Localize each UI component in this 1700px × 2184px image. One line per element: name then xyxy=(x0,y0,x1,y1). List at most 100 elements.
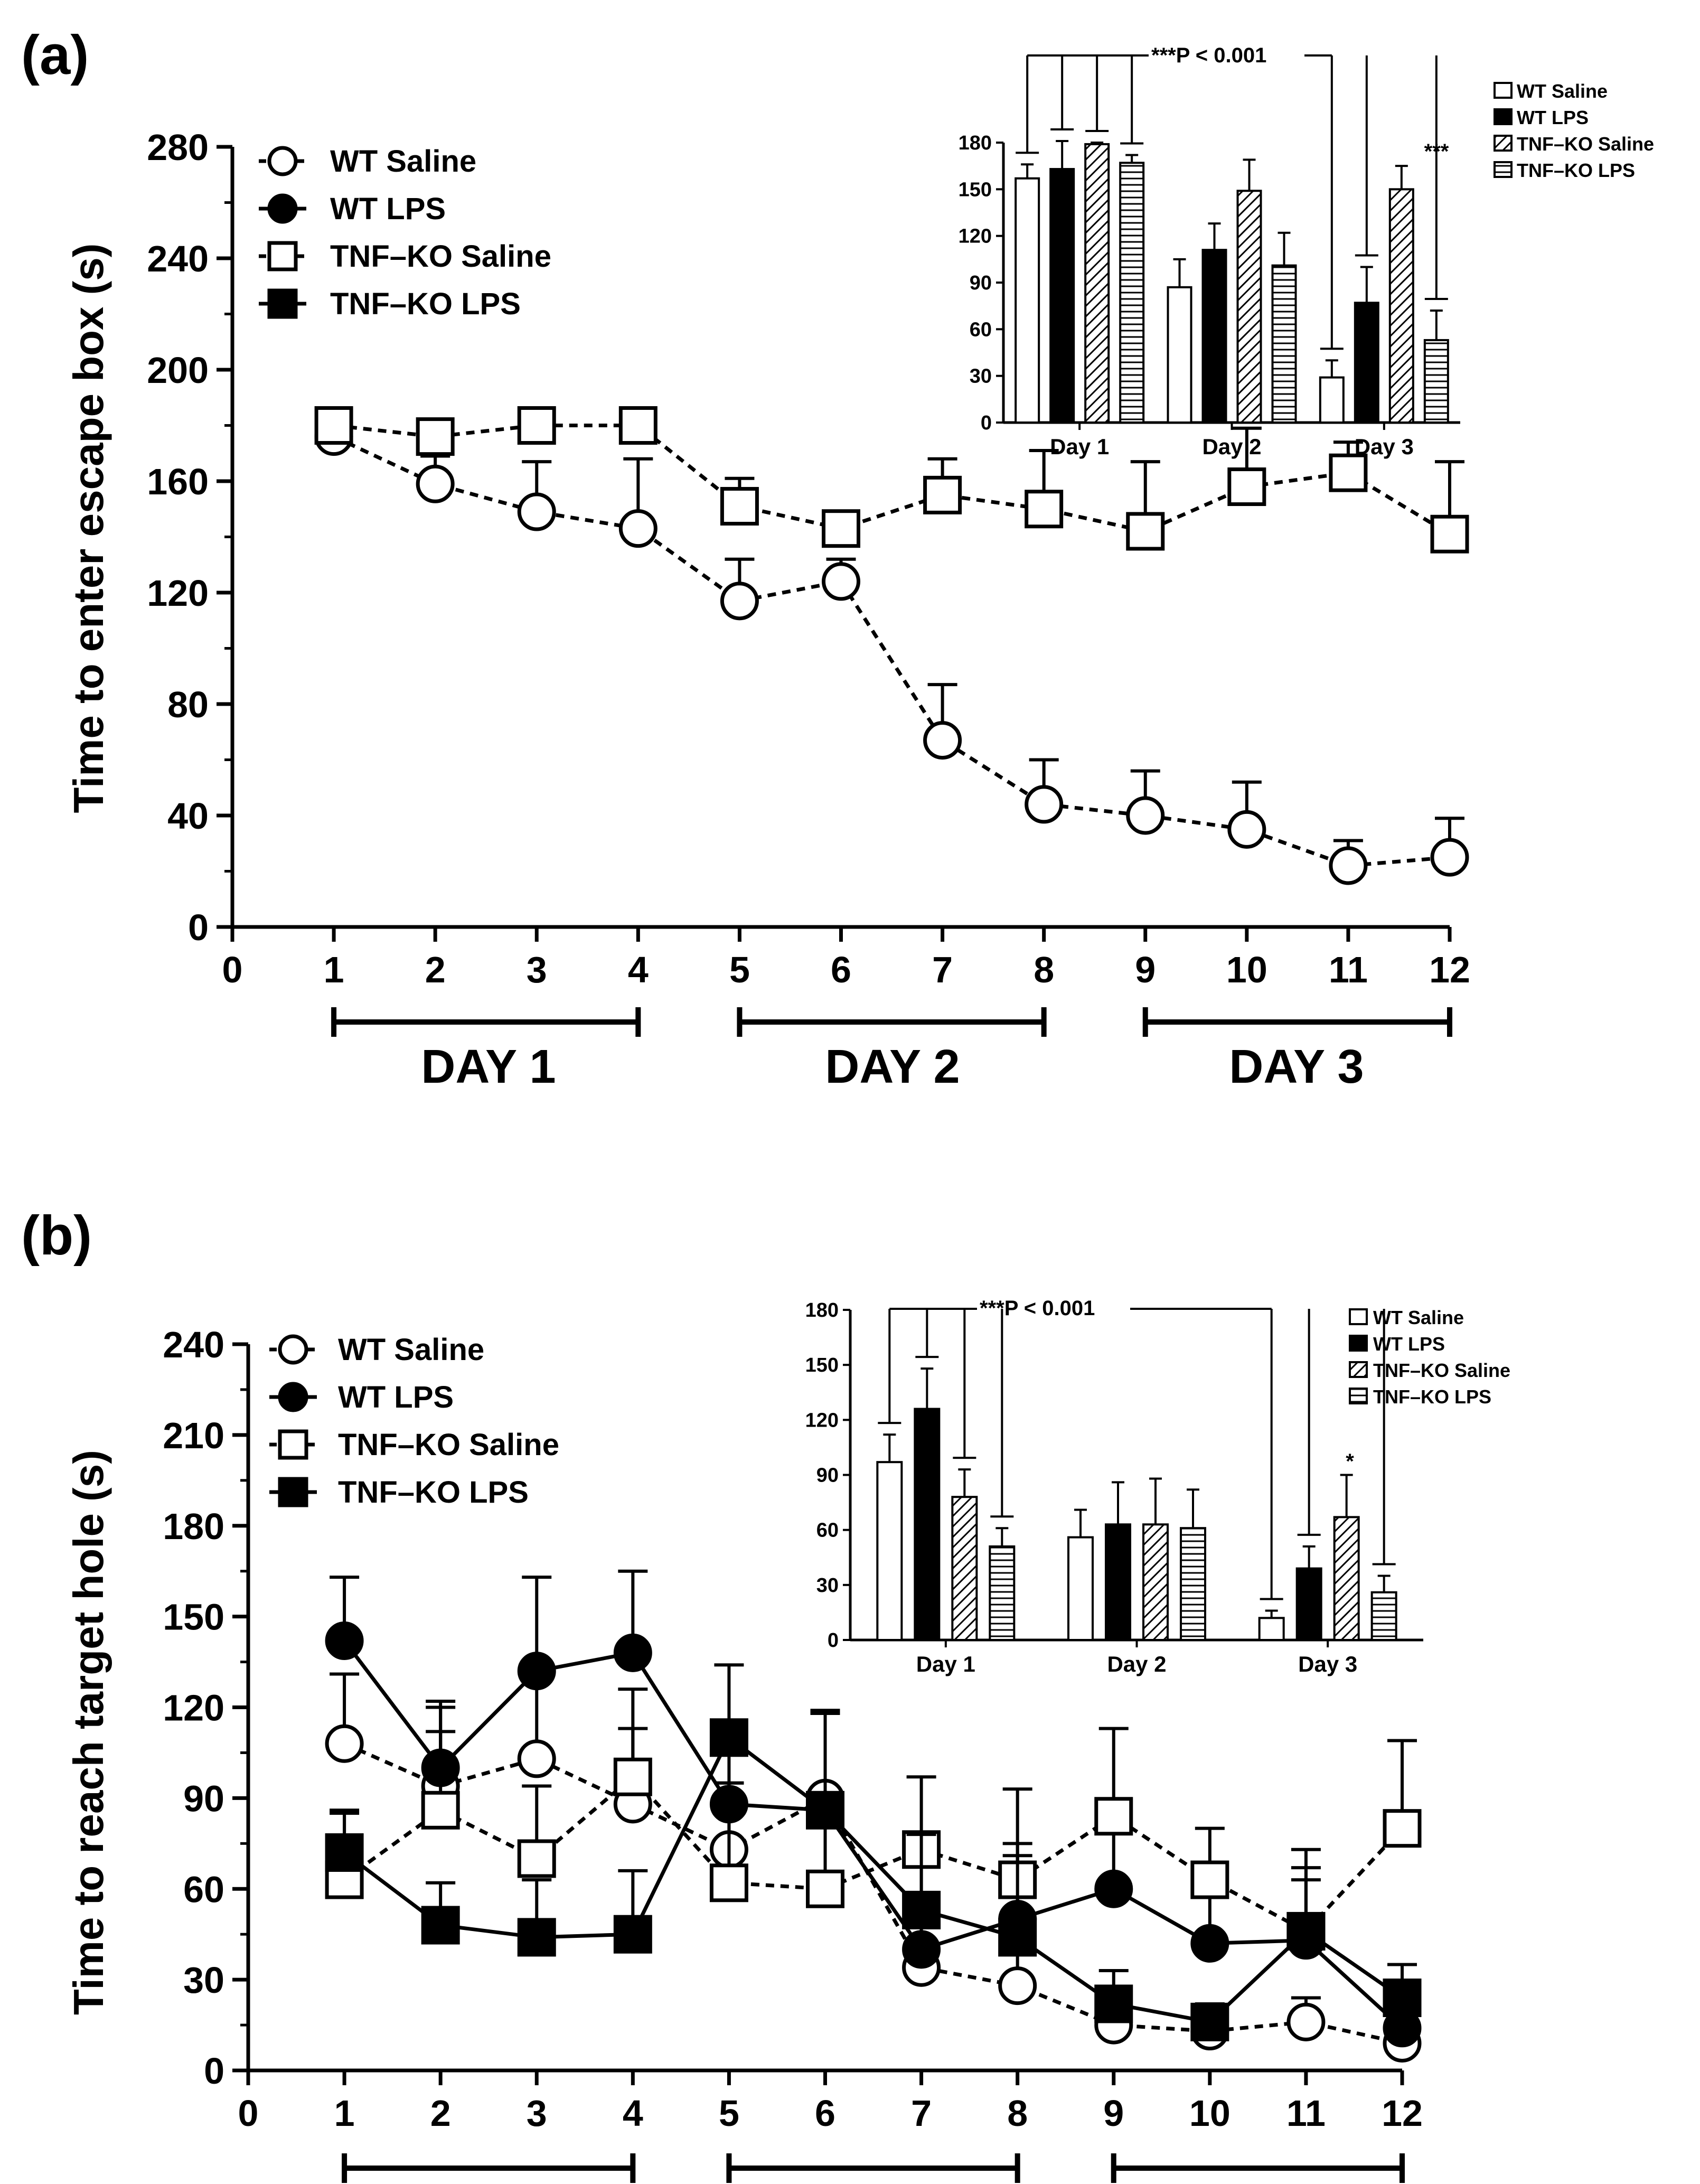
bar-tnf-ko-saline xyxy=(1236,190,1262,424)
bar-wt-saline xyxy=(1067,1536,1094,1642)
x-tick-label: 6 xyxy=(831,949,851,990)
data-point xyxy=(325,1621,364,1660)
bar-tnf-ko-saline xyxy=(1142,1523,1169,1641)
data-point xyxy=(517,1739,556,1778)
inset-y-tick-label: 0 xyxy=(828,1629,839,1652)
legend-marker-wt-lps xyxy=(278,1382,308,1412)
inset-b-significance: ***P < 0.001 xyxy=(980,1297,1095,1320)
inset-category-label: Day 2 xyxy=(1107,1652,1166,1676)
data-point xyxy=(1227,467,1266,507)
panel-b: (b) Time to reach target hole (s) 030609… xyxy=(21,1205,1510,2183)
bar-tnf-ko-saline xyxy=(1388,188,1414,424)
inset-category-label: Day 1 xyxy=(1050,434,1109,459)
y-tick-label: 80 xyxy=(167,684,209,725)
inset-a: 0 30 60 90 120 150 180 Day 1 Day 2 Day 3 xyxy=(959,54,1513,459)
data-point xyxy=(1286,1911,1326,1951)
inset-y-tick-label: 0 xyxy=(981,412,992,434)
inset-y-tick-label: 60 xyxy=(970,318,992,341)
inset-b: 0 30 60 90 120 150 180 Day 1 Day 2 Day 3 xyxy=(805,1299,1423,1676)
data-point xyxy=(325,1724,364,1763)
data-point xyxy=(618,406,658,445)
x-tick-label: 4 xyxy=(623,2093,643,2134)
inset-legend-swatch xyxy=(1494,82,1513,99)
inset-legend-swatch xyxy=(1349,1361,1368,1378)
series-wt-lps xyxy=(325,1569,1422,2048)
legend-a-wt-saline-label: WT Saline xyxy=(330,144,476,179)
data-point xyxy=(517,1652,556,1691)
x-tick-label: 6 xyxy=(815,2093,835,2134)
inset-category-label: Day 1 xyxy=(916,1652,975,1676)
inset-y-tick-label: 150 xyxy=(959,179,992,201)
data-point xyxy=(1094,1869,1133,1908)
data-point xyxy=(517,492,556,531)
bar-wt-lps xyxy=(1201,249,1227,424)
data-point xyxy=(613,1915,652,1954)
legend-a-tnfko-lps-label: TNF–KO LPS xyxy=(330,287,521,321)
bar-wt-lps xyxy=(1049,168,1075,424)
inset-a-star: *** xyxy=(1424,140,1449,163)
data-point xyxy=(1383,1809,1422,1848)
bar-tnf-ko-lps xyxy=(1119,162,1145,424)
panel-a-label: (a) xyxy=(21,24,89,86)
inset-y-tick-label: 120 xyxy=(805,1409,839,1431)
data-point xyxy=(314,406,353,445)
series-line xyxy=(343,1639,1404,2030)
x-tick-label: 9 xyxy=(1135,949,1156,990)
inset-a-significance: ***P < 0.001 xyxy=(1151,44,1266,67)
y-tick-label: 90 xyxy=(183,1778,224,1819)
data-point xyxy=(822,562,860,601)
x-tick-label: 10 xyxy=(1226,949,1267,990)
x-tick-label: 7 xyxy=(932,949,953,990)
data-point xyxy=(1430,838,1469,877)
panel-a-day-labels: DAY 1 DAY 2 DAY 3 xyxy=(421,1041,1364,1093)
inset-y-tick-label: 120 xyxy=(959,226,992,248)
data-point xyxy=(720,582,759,621)
x-tick-label: 8 xyxy=(1007,2093,1028,2134)
bar-tnf-ko-saline xyxy=(1333,1516,1360,1641)
y-tick-label: 30 xyxy=(183,1960,224,2001)
y-tick-label: 240 xyxy=(147,238,209,279)
data-point xyxy=(613,1757,652,1796)
series-line xyxy=(343,1774,1404,1934)
inset-y-tick-label: 180 xyxy=(959,132,992,154)
data-point xyxy=(517,406,556,445)
legend-marker-tnf-ko-lps xyxy=(267,288,298,319)
bar-tnf-ko-lps xyxy=(1271,264,1297,424)
inset-y-tick-label: 30 xyxy=(970,365,992,388)
data-point xyxy=(1286,2002,1326,2041)
legend-marker-wt-saline xyxy=(278,1334,308,1365)
x-tick-label: 1 xyxy=(324,949,344,990)
x-tick-label: 11 xyxy=(1286,2093,1326,2134)
inset-category-label: Day 2 xyxy=(1202,434,1261,459)
day-label-2: DAY 2 xyxy=(825,1041,960,1093)
data-point xyxy=(1094,1984,1133,2023)
series-wt-saline xyxy=(314,417,1469,885)
legend-b-tnfko-saline-label: TNF–KO Saline xyxy=(338,1428,559,1462)
bar-tnf-ko-lps xyxy=(1423,339,1449,424)
bar-tnf-ko-saline xyxy=(951,1496,978,1642)
bar-tnf-ko-lps xyxy=(1370,1591,1397,1641)
y-tick-label: 0 xyxy=(204,2050,224,2092)
inset-a-legend-tnfko-lps: TNF–KO LPS xyxy=(1517,160,1635,181)
data-point xyxy=(1126,512,1165,551)
panel-b-ylabel: Time to reach target hole (s) xyxy=(65,1450,112,2015)
inset-category-label: Day 3 xyxy=(1298,1652,1357,1676)
y-tick-label: 40 xyxy=(167,795,209,837)
bar-wt-lps xyxy=(1295,1567,1322,1641)
data-point xyxy=(709,1863,748,1902)
data-point xyxy=(416,417,455,456)
legend-marker-tnf-ko-saline xyxy=(278,1429,308,1460)
x-tick-label: 9 xyxy=(1103,2093,1124,2134)
y-tick-label: 160 xyxy=(147,461,209,502)
inset-category-label: Day 3 xyxy=(1355,434,1414,459)
legend-a-tnfko-saline-label: TNF–KO Saline xyxy=(330,239,551,274)
inset-legend-swatch xyxy=(1494,108,1513,125)
x-tick-label: 0 xyxy=(238,2093,259,2134)
x-tick-label: 5 xyxy=(729,949,750,990)
legend-b-tnfko-lps-label: TNF–KO LPS xyxy=(338,1475,529,1510)
inset-legend-swatch xyxy=(1349,1388,1368,1404)
series-tnf-ko-saline xyxy=(314,406,1469,554)
inset-y-tick-label: 60 xyxy=(816,1520,839,1542)
